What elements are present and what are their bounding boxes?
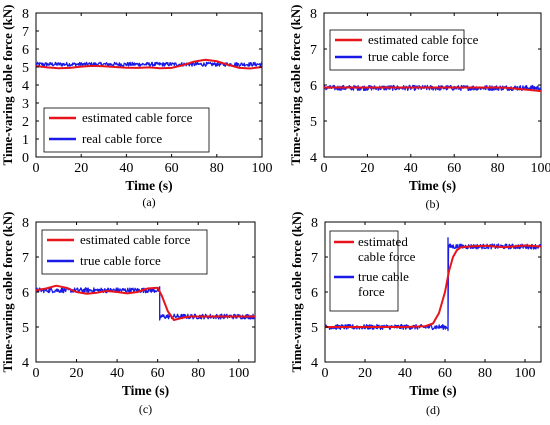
legend-label: estimated cable force bbox=[358, 234, 416, 264]
x-tick-label: 0 bbox=[33, 161, 40, 176]
legend-label: real cable force bbox=[82, 131, 162, 146]
legend-label: true cable force bbox=[368, 49, 449, 64]
series-line-estimated bbox=[36, 284, 255, 321]
legend-label: true cable force bbox=[80, 253, 161, 268]
legend: estimated cable force true cable force bbox=[329, 29, 479, 71]
legend-box bbox=[41, 229, 208, 275]
x-tick-label: 40 bbox=[404, 161, 418, 176]
x-axis-label: Time (s) bbox=[122, 383, 169, 398]
x-tick-label: 0 bbox=[33, 366, 40, 381]
y-tick-label: 7 bbox=[311, 251, 318, 266]
y-tick-label: 6 bbox=[22, 286, 29, 301]
legend-box bbox=[329, 29, 465, 71]
series-line-true bbox=[36, 61, 262, 67]
x-tick-label: 60 bbox=[151, 366, 165, 381]
y-tick-label: 7 bbox=[22, 25, 29, 40]
x-tick-label: 80 bbox=[491, 161, 505, 176]
x-tick-label: 40 bbox=[119, 161, 133, 176]
chart-panel-c: 0 20 40 60 80 100 4 5 6 7 8 Time (s) Time-varing cab… bbox=[0, 212, 256, 416]
panel-label: (b) bbox=[426, 197, 440, 211]
y-tick-label: 6 bbox=[22, 43, 29, 58]
y-axis-label: Time-varing cable force (kN) bbox=[0, 5, 15, 166]
y-tick-label: 6 bbox=[310, 79, 317, 94]
chart-panel-b: 0 20 40 60 80 100 4 5 6 7 8 Time (s) Time-varing cab… bbox=[288, 5, 550, 211]
x-tick-label: 0 bbox=[322, 366, 329, 381]
y-tick-label: 4 bbox=[310, 151, 317, 166]
x-tick-label: 20 bbox=[74, 161, 88, 176]
series-group bbox=[325, 237, 541, 332]
legend-label: true cable force bbox=[358, 269, 409, 299]
legend: estimated cable force true cable force bbox=[329, 230, 416, 312]
legend-box bbox=[329, 230, 399, 312]
y-tick-label: 8 bbox=[310, 7, 317, 22]
chart-panel-d: 0 20 40 60 80 100 4 5 6 7 8 Time (s) Time-varing cab… bbox=[289, 212, 542, 417]
y-tick-label: 8 bbox=[22, 216, 29, 231]
panel-label: (a) bbox=[142, 195, 155, 209]
series-group bbox=[324, 84, 541, 93]
y-tick-label: 5 bbox=[311, 321, 318, 336]
y-tick-label: 5 bbox=[22, 61, 29, 76]
x-tick-label: 0 bbox=[321, 161, 328, 176]
x-tick-label: 60 bbox=[438, 366, 452, 381]
y-axis-label: Time-varing cable force (kN) bbox=[0, 212, 15, 373]
x-tick-label: 100 bbox=[531, 161, 550, 176]
y-tick-label: 8 bbox=[311, 216, 318, 231]
y-tick-label: 6 bbox=[311, 286, 318, 301]
x-tick-label: 60 bbox=[165, 161, 179, 176]
legend-box bbox=[43, 107, 210, 153]
x-tick-label: 80 bbox=[191, 366, 205, 381]
y-tick-label: 4 bbox=[22, 79, 29, 94]
series-group bbox=[36, 284, 255, 321]
x-axis-label: Time (s) bbox=[409, 178, 456, 193]
x-tick-label: 100 bbox=[252, 161, 273, 176]
series-line-estimated bbox=[324, 86, 541, 93]
y-tick-label: 4 bbox=[311, 356, 318, 371]
y-tick-label: 7 bbox=[310, 43, 317, 58]
y-tick-label: 2 bbox=[22, 115, 29, 130]
y-tick-label: 7 bbox=[22, 251, 29, 266]
y-axis-label: Time-varing cable force (kN) bbox=[288, 5, 303, 166]
y-tick-label: 0 bbox=[22, 151, 29, 166]
series-line-estimated bbox=[325, 244, 541, 328]
x-tick-label: 20 bbox=[360, 161, 374, 176]
panel-label: (c) bbox=[139, 402, 152, 416]
x-tick-label: 20 bbox=[358, 366, 372, 381]
legend-label: estimated cable force bbox=[368, 32, 479, 47]
x-axis-label: Time (s) bbox=[125, 178, 172, 193]
y-tick-label: 5 bbox=[22, 321, 29, 336]
legend: estimated cable force true cable force bbox=[41, 229, 208, 275]
legend-label: estimated cable force bbox=[82, 110, 193, 125]
legend: estimated cable force real cable force bbox=[43, 107, 210, 153]
x-tick-label: 80 bbox=[478, 366, 492, 381]
y-axis-label: Time-varing cable force (kN) bbox=[289, 212, 304, 373]
x-axis-label: Time (s) bbox=[409, 383, 456, 398]
y-tick-label: 8 bbox=[22, 7, 29, 22]
x-tick-label: 40 bbox=[110, 366, 124, 381]
x-tick-label: 100 bbox=[515, 366, 536, 381]
x-tick-label: 80 bbox=[210, 161, 224, 176]
panel-label: (d) bbox=[426, 403, 440, 417]
y-tick-label: 3 bbox=[22, 97, 29, 112]
x-tick-label: 100 bbox=[228, 366, 249, 381]
x-tick-label: 20 bbox=[70, 366, 84, 381]
series-group bbox=[36, 58, 262, 70]
x-tick-label: 60 bbox=[447, 161, 461, 176]
x-tick-label: 40 bbox=[398, 366, 412, 381]
legend-label: estimated cable force bbox=[80, 232, 191, 247]
y-tick-label: 5 bbox=[310, 115, 317, 130]
y-tick-label: 4 bbox=[22, 356, 29, 371]
series-line-estimated bbox=[36, 58, 262, 70]
y-tick-label: 1 bbox=[22, 133, 29, 148]
